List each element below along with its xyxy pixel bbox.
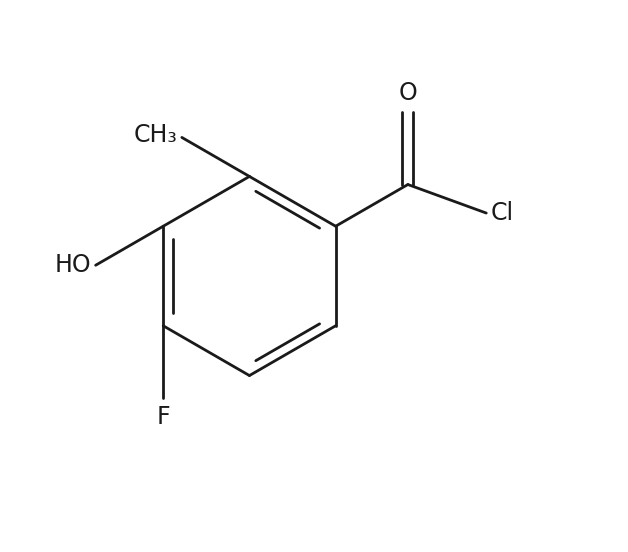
Text: F: F <box>156 405 170 429</box>
Text: HO: HO <box>55 253 91 277</box>
Text: CH₃: CH₃ <box>134 123 178 147</box>
Text: Cl: Cl <box>490 201 514 225</box>
Text: O: O <box>399 81 417 105</box>
